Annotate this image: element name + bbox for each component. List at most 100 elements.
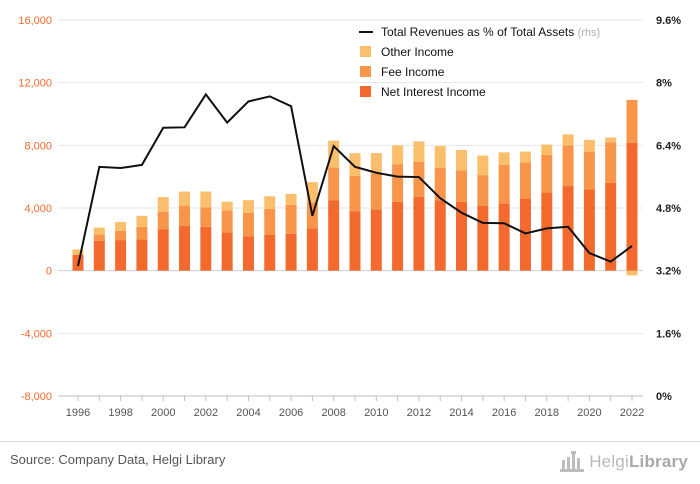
x-tick-label: 2010 xyxy=(364,407,388,419)
y-left-tick-label: -8,000 xyxy=(21,391,52,403)
bar-segment xyxy=(413,141,425,162)
bar-segment xyxy=(519,162,531,199)
bar-segment xyxy=(157,229,169,271)
revenue-ratio-line xyxy=(77,92,633,267)
y-left-tick-label: 8,000 xyxy=(24,140,52,152)
y-left-tick-label: 16,000 xyxy=(18,15,52,27)
y-right-tick-label: 4.8% xyxy=(656,203,681,215)
bar-segment xyxy=(306,182,318,203)
bar-segment xyxy=(541,154,553,193)
bar-segment xyxy=(456,201,468,271)
bar-segment xyxy=(392,164,404,202)
bar-segment xyxy=(626,270,638,276)
y-right-tick-label: 6.4% xyxy=(656,140,681,152)
footer: Source: Company Data, Helgi Library Helg… xyxy=(0,441,700,484)
legend-swatch xyxy=(360,46,371,57)
bar-segment xyxy=(413,161,425,198)
bar-segment xyxy=(477,155,489,176)
bar-segment xyxy=(583,139,595,152)
bar-segment xyxy=(179,226,191,271)
y-right-tick-label: 8% xyxy=(656,78,672,90)
chart-svg: -8,000 -4,000 0 4,000 8,000 12,000 16,000 0% 1.6… xyxy=(18,15,681,419)
bar-segment xyxy=(242,236,254,271)
bar-segment xyxy=(434,168,446,201)
bar-segment xyxy=(626,99,638,143)
bar-segment xyxy=(392,201,404,271)
bar-segment xyxy=(370,209,382,271)
legend: Total Revenues as % of Total Assets (rhs… xyxy=(359,25,600,99)
bar-segment xyxy=(605,137,617,143)
bar-segment xyxy=(541,144,553,155)
bar-segment xyxy=(349,211,361,271)
bar-segment xyxy=(157,197,169,212)
bar-segment xyxy=(583,189,595,271)
bar-segment xyxy=(583,151,595,190)
bar-segment xyxy=(221,210,233,233)
bar-segment xyxy=(200,191,212,208)
helgi-library-logo[interactable]: HelgiLibrary xyxy=(559,448,688,476)
bar-segment xyxy=(519,198,531,271)
x-tick-label: 2000 xyxy=(151,407,175,419)
legend-label: Total Revenues as % of Total Assets (rhs… xyxy=(381,25,600,39)
bar-segment xyxy=(519,151,531,163)
bar-segment xyxy=(370,153,382,174)
bar-segment xyxy=(242,200,254,213)
bar-segment xyxy=(498,164,510,204)
x-tick-label: 2020 xyxy=(577,407,601,419)
x-tick-label: 2014 xyxy=(449,407,473,419)
bar-segment xyxy=(200,207,212,227)
bar-segment xyxy=(541,192,553,271)
bar-segment xyxy=(349,153,361,176)
x-tick-label: 1998 xyxy=(108,407,132,419)
bar-segment xyxy=(285,193,297,205)
bar-segment xyxy=(456,170,468,202)
bar-segment xyxy=(349,175,361,212)
bar-segment xyxy=(306,228,318,271)
bar-segment xyxy=(605,182,617,271)
bar-segment xyxy=(264,208,276,235)
legend-label: Net Interest Income xyxy=(381,85,486,99)
x-tick-label: 1996 xyxy=(66,407,90,419)
source-text: Source: Company Data, Helgi Library xyxy=(10,452,226,467)
legend-swatch xyxy=(360,66,371,77)
x-tick-label: 2006 xyxy=(279,407,303,419)
bar-segment xyxy=(562,145,574,187)
bar-segment xyxy=(370,173,382,210)
bar-segment xyxy=(477,175,489,206)
y-left-tick-label: 4,000 xyxy=(24,203,52,215)
bar-segment xyxy=(93,227,105,235)
bar-segment xyxy=(605,142,617,183)
bar-segment xyxy=(328,140,340,168)
bar-segment xyxy=(434,146,446,169)
bar-segment xyxy=(136,239,148,271)
x-tick-label: 2008 xyxy=(321,407,345,419)
y-right-tick-label: 3.2% xyxy=(656,266,681,278)
bar-segment xyxy=(285,233,297,271)
x-tick-label: 2004 xyxy=(236,407,260,419)
bar-segment xyxy=(242,212,254,237)
bar-segment xyxy=(221,232,233,271)
bar-segment xyxy=(498,203,510,271)
bar-segment xyxy=(179,205,191,227)
y-left-tick-label: -4,000 xyxy=(21,328,52,340)
bar-segment xyxy=(136,215,148,227)
bar-segment xyxy=(434,200,446,271)
bar-segment xyxy=(328,167,340,201)
x-tick-label: 2016 xyxy=(492,407,516,419)
bar-segment xyxy=(179,191,191,206)
y-right-tick-label: 1.6% xyxy=(656,328,681,340)
bar-segment xyxy=(264,196,276,209)
y-right-tick-label: 9.6% xyxy=(656,15,681,27)
y-left-tick-label: 0 xyxy=(46,266,52,278)
bar-segment xyxy=(456,150,468,171)
x-tick-label: 2018 xyxy=(535,407,559,419)
bar-segment xyxy=(498,152,510,165)
legend-rhs-note: (rhs) xyxy=(578,27,601,39)
bar-segment xyxy=(72,249,84,255)
bar-segment xyxy=(392,145,404,165)
y-left-tick-label: 12,000 xyxy=(18,78,52,90)
bar-segment xyxy=(115,222,127,231)
bar-segment xyxy=(93,240,105,271)
x-tick-label: 2012 xyxy=(407,407,431,419)
